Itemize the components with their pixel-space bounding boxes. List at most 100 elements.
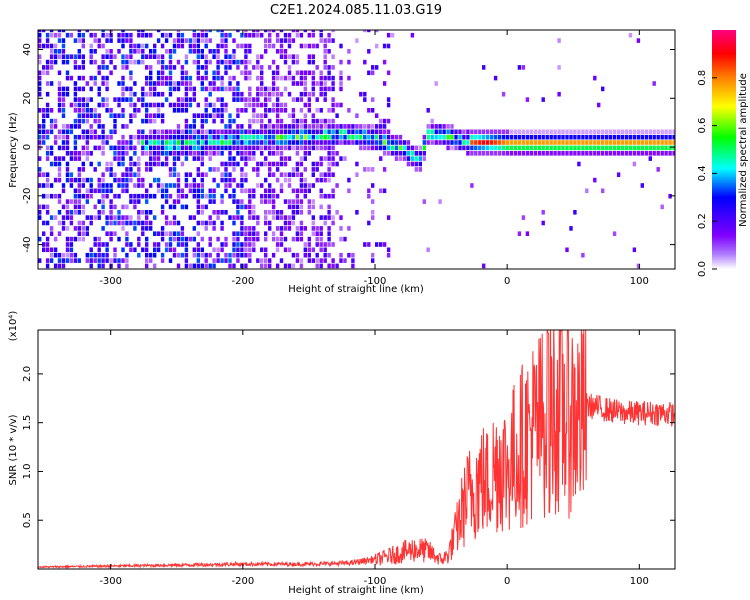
heat-cell-2445 (624, 140, 629, 145)
heat-cell-151 (61, 156, 66, 161)
heat-cell-5 (38, 183, 42, 188)
heat-cell-1053 (200, 151, 204, 156)
heat-cell-1546 (271, 140, 276, 145)
heat-cell-1371 (248, 252, 252, 258)
heat-cell-1271 (232, 140, 236, 145)
heat-cell-1212 (224, 167, 228, 172)
heat-cell-2401 (593, 129, 597, 135)
heat-cell-371 (97, 252, 101, 258)
heat-cell-708 (149, 145, 153, 151)
heat-cell-1337 (240, 59, 244, 65)
heat-cell-938 (184, 177, 189, 183)
heat-cell-201 (69, 220, 74, 226)
heat-cell-694 (145, 54, 149, 59)
heat-cell-687 (145, 113, 149, 118)
heat-cell-875 (172, 38, 177, 43)
heat-cell-2304 (529, 151, 533, 156)
heat-cell-1449 (256, 32, 260, 38)
heat-cell-2130 (394, 134, 399, 140)
heat-cell-364 (93, 75, 97, 81)
heat-cell-1269 (232, 156, 236, 161)
heat-cell-2502 (660, 129, 664, 135)
heat-cell-505 (117, 151, 121, 156)
heat-cell-1591 (279, 242, 284, 247)
heat-cell-1453 (260, 247, 264, 253)
heat-cell-1607 (279, 124, 284, 129)
heat-cell-1025 (196, 140, 200, 145)
heat-cell-238 (73, 81, 78, 86)
heat-cell-1843 (315, 129, 319, 135)
heat-cell-1245 (228, 124, 232, 129)
heat-cell-326 (89, 252, 93, 258)
heat-cell-2444 (624, 145, 629, 151)
heat-cell-588 (129, 97, 133, 102)
heat-cell-913 (180, 161, 185, 167)
heat-cell-1226 (224, 49, 228, 54)
heat-cell-1624 (283, 199, 288, 204)
heat-cell-624 (137, 210, 141, 215)
heat-cell-1531 (268, 32, 272, 38)
heat-cell-2332 (549, 151, 553, 156)
heat-cell-567 (125, 59, 129, 65)
heat-cell-1818 (311, 118, 315, 124)
heat-cell-1366 (244, 49, 248, 54)
heat-cell-1849 (315, 65, 319, 70)
heat-cell-1692 (291, 38, 296, 43)
heat-cell-122 (57, 177, 62, 183)
heat-cell-1413 (252, 151, 256, 156)
heat-cell-332 (89, 183, 93, 188)
heat-cell-136 (57, 70, 62, 76)
heat-cell-783 (160, 151, 165, 156)
heat-cell-115 (57, 258, 62, 263)
heat-cell-764 (156, 91, 161, 97)
heat-cell-192 (65, 70, 70, 76)
heat-cell-124 (57, 167, 62, 172)
heat-cell-1396 (248, 70, 252, 76)
heat-cell-1374 (248, 236, 252, 242)
heat-cell-1120 (208, 49, 212, 54)
heat-cell-1425 (252, 30, 256, 33)
heat-cell-1039 (200, 263, 204, 269)
heat-cell-1724 (299, 231, 304, 236)
heat-cell-2017 (351, 129, 355, 135)
heat-cell-1085 (204, 108, 208, 113)
heat-cell-1731 (299, 183, 304, 188)
heat-cell-2336 (549, 129, 553, 135)
heat-cell-1242 (228, 140, 232, 145)
colorbar-label: Normalized spectral amplitude (738, 73, 749, 227)
heat-cell-258 (77, 151, 81, 156)
heat-cell-822 (164, 32, 169, 38)
heat-cell-861 (172, 161, 177, 167)
heat-cell-719 (149, 70, 153, 76)
heat-cell-2064 (371, 183, 375, 188)
heat-cell-929 (184, 263, 189, 269)
heat-cell-322 (85, 81, 89, 86)
heat-cell-580 (129, 161, 133, 167)
heat-cell-977 (188, 43, 193, 49)
heat-cell-489 (113, 118, 117, 124)
heat-cell-2061 (371, 215, 375, 220)
heat-cell-377 (97, 199, 101, 204)
heat-cell-1553 (271, 86, 276, 92)
heat-cell-280 (81, 193, 85, 199)
heat-cell-1791 (307, 124, 311, 129)
heat-cell-2068 (371, 134, 375, 140)
heat-cell-622 (137, 220, 141, 226)
heat-cell-1209 (224, 183, 228, 188)
heat-cell-451 (109, 231, 113, 236)
heat-cell-1564 (275, 226, 280, 231)
heat-cell-926 (180, 43, 185, 49)
heat-cell-1179 (220, 210, 224, 215)
heat-cell-860 (172, 167, 177, 172)
heat-cell-188 (65, 124, 70, 129)
heat-cell-2478 (644, 129, 648, 135)
heat-cell-2501 (660, 134, 664, 140)
heat-cell-2014 (351, 252, 355, 258)
heat-cell-235 (73, 97, 78, 102)
heat-cell-1779 (307, 242, 311, 247)
heat-cell-1910 (327, 242, 331, 247)
heat-cell-1405 (252, 226, 256, 231)
heat-cell-793 (160, 75, 165, 81)
heat-cell-1171 (216, 49, 220, 54)
heat-cell-1373 (248, 242, 252, 247)
